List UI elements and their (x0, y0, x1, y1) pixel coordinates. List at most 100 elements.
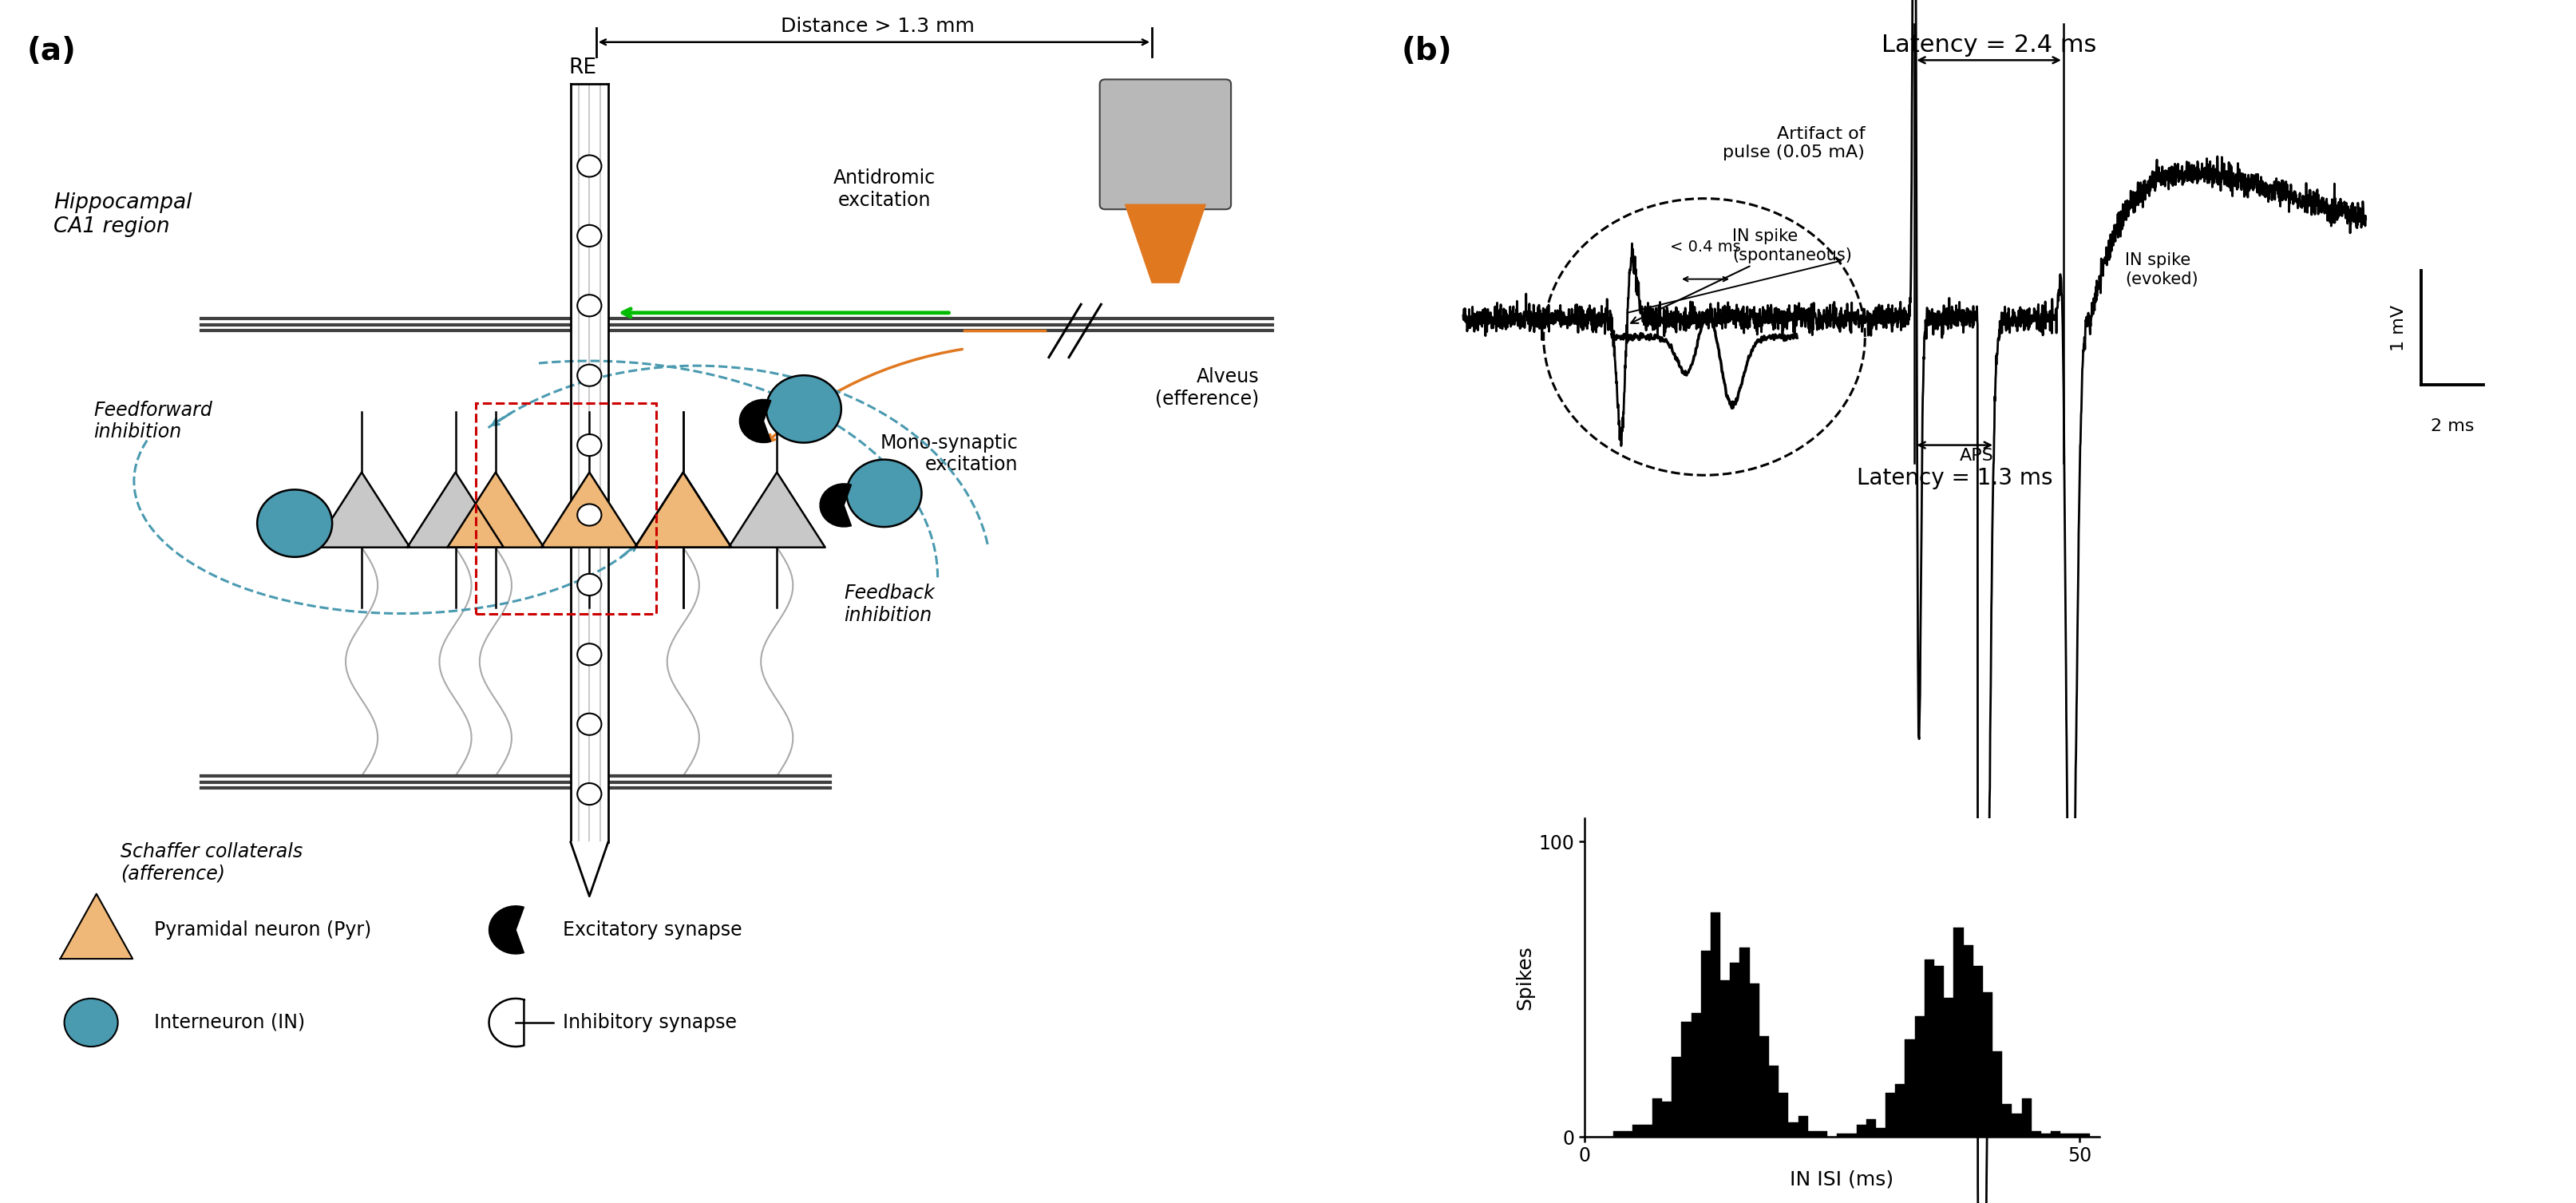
Text: < 0.4 ms: < 0.4 ms (1669, 239, 1741, 255)
Text: IN spike
(spontaneous): IN spike (spontaneous) (1631, 229, 1852, 324)
X-axis label: IN ISI (ms): IN ISI (ms) (1790, 1169, 1893, 1189)
Text: (b): (b) (1401, 36, 1453, 66)
Circle shape (258, 490, 332, 557)
Bar (2002, 1104, 2012, 1137)
Polygon shape (729, 473, 824, 547)
Bar (1633, 1125, 1643, 1137)
Bar (477, 403, 657, 614)
Bar (2079, 1134, 2089, 1137)
Text: Feedback
inhibition: Feedback inhibition (845, 583, 935, 624)
Bar (1682, 1021, 1692, 1137)
Text: Artifact of
pulse (0.05 mA): Artifact of pulse (0.05 mA) (1723, 126, 1865, 161)
Bar (1672, 1057, 1682, 1137)
Circle shape (64, 998, 118, 1047)
Polygon shape (572, 842, 608, 896)
Bar (2071, 1134, 2079, 1137)
Bar (1721, 980, 1731, 1137)
Bar (1808, 1131, 1819, 1137)
Bar (1819, 1131, 1826, 1137)
Bar (1788, 1122, 1798, 1137)
Text: Interneuron (IN): Interneuron (IN) (155, 1013, 304, 1032)
Circle shape (577, 155, 600, 177)
Bar (1692, 1013, 1700, 1137)
Bar (1973, 966, 1984, 1137)
Bar (1613, 1131, 1623, 1137)
Text: Schaffer collaterals
(afference): Schaffer collaterals (afference) (121, 842, 301, 883)
Bar (2061, 1134, 2071, 1137)
Circle shape (577, 574, 600, 595)
Bar (1710, 913, 1721, 1137)
Y-axis label: Spikes: Spikes (1515, 946, 1535, 1009)
Circle shape (577, 434, 600, 456)
Circle shape (577, 783, 600, 805)
Bar (2032, 1131, 2040, 1137)
Bar (1984, 992, 1991, 1137)
Text: APS: APS (1960, 448, 1994, 463)
Bar (1963, 946, 1973, 1137)
Bar (1623, 1131, 1633, 1137)
Polygon shape (407, 473, 505, 547)
Text: Distance > 1.3 mm: Distance > 1.3 mm (781, 17, 974, 36)
Polygon shape (59, 894, 131, 959)
Bar (1857, 1125, 1865, 1137)
Circle shape (577, 504, 600, 526)
Text: Latency = 1.3 ms: Latency = 1.3 ms (1857, 467, 2053, 490)
Text: 2 ms: 2 ms (2432, 419, 2473, 434)
Circle shape (577, 713, 600, 735)
Bar (1924, 960, 1935, 1137)
Polygon shape (819, 484, 850, 527)
Polygon shape (634, 473, 732, 547)
Circle shape (577, 295, 600, 316)
Text: Alveus
(efference): Alveus (efference) (1154, 367, 1260, 408)
Bar (1906, 1039, 1914, 1137)
Bar (1739, 948, 1749, 1137)
Bar (1759, 1037, 1770, 1137)
Bar (1953, 928, 1963, 1137)
Text: Excitatory synapse: Excitatory synapse (562, 920, 742, 940)
Bar (1945, 998, 1953, 1137)
Text: Mono-synaptic
excitation: Mono-synaptic excitation (881, 433, 1018, 474)
Bar (1875, 1128, 1886, 1137)
Text: Inhibitory synapse: Inhibitory synapse (562, 1013, 737, 1032)
Bar (1770, 1066, 1777, 1137)
Bar (1991, 1051, 2002, 1137)
Bar (1700, 950, 1710, 1137)
Text: IN spike
(evoked): IN spike (evoked) (2125, 253, 2197, 288)
Text: Feedforward
inhibition: Feedforward inhibition (93, 401, 214, 442)
Polygon shape (314, 473, 410, 547)
Polygon shape (448, 473, 544, 547)
Bar (572, 84, 608, 842)
Bar (1935, 966, 1945, 1137)
Bar (2022, 1098, 2032, 1137)
Text: Antidromic
excitation: Antidromic excitation (832, 168, 935, 209)
Circle shape (848, 460, 922, 527)
Bar (1798, 1116, 1808, 1137)
Circle shape (577, 225, 600, 247)
Bar (1837, 1134, 1847, 1137)
Bar (2040, 1134, 2050, 1137)
Polygon shape (541, 473, 639, 547)
Polygon shape (1126, 205, 1206, 283)
Text: 1 mV: 1 mV (2391, 304, 2406, 351)
Text: Pyramidal neuron (Pyr): Pyramidal neuron (Pyr) (155, 920, 371, 940)
Polygon shape (634, 473, 732, 547)
Bar (1847, 1134, 1857, 1137)
Text: (a): (a) (26, 36, 77, 66)
Polygon shape (739, 399, 770, 443)
Bar (1865, 1119, 1875, 1137)
Text: SE: SE (1206, 84, 1231, 105)
Bar (1731, 962, 1739, 1137)
Bar (1643, 1125, 1651, 1137)
Bar (1662, 1102, 1672, 1137)
Text: Hippocampal
CA1 region: Hippocampal CA1 region (54, 192, 193, 237)
FancyBboxPatch shape (1100, 79, 1231, 209)
Bar (1914, 1015, 1924, 1137)
Bar (2012, 1113, 2022, 1137)
Bar (1777, 1092, 1788, 1137)
Bar (1896, 1084, 1906, 1137)
Bar (1749, 983, 1759, 1137)
Circle shape (765, 375, 842, 443)
Circle shape (577, 365, 600, 386)
Text: Latency = 2.4 ms: Latency = 2.4 ms (1880, 34, 2097, 57)
Bar (2050, 1131, 2061, 1137)
